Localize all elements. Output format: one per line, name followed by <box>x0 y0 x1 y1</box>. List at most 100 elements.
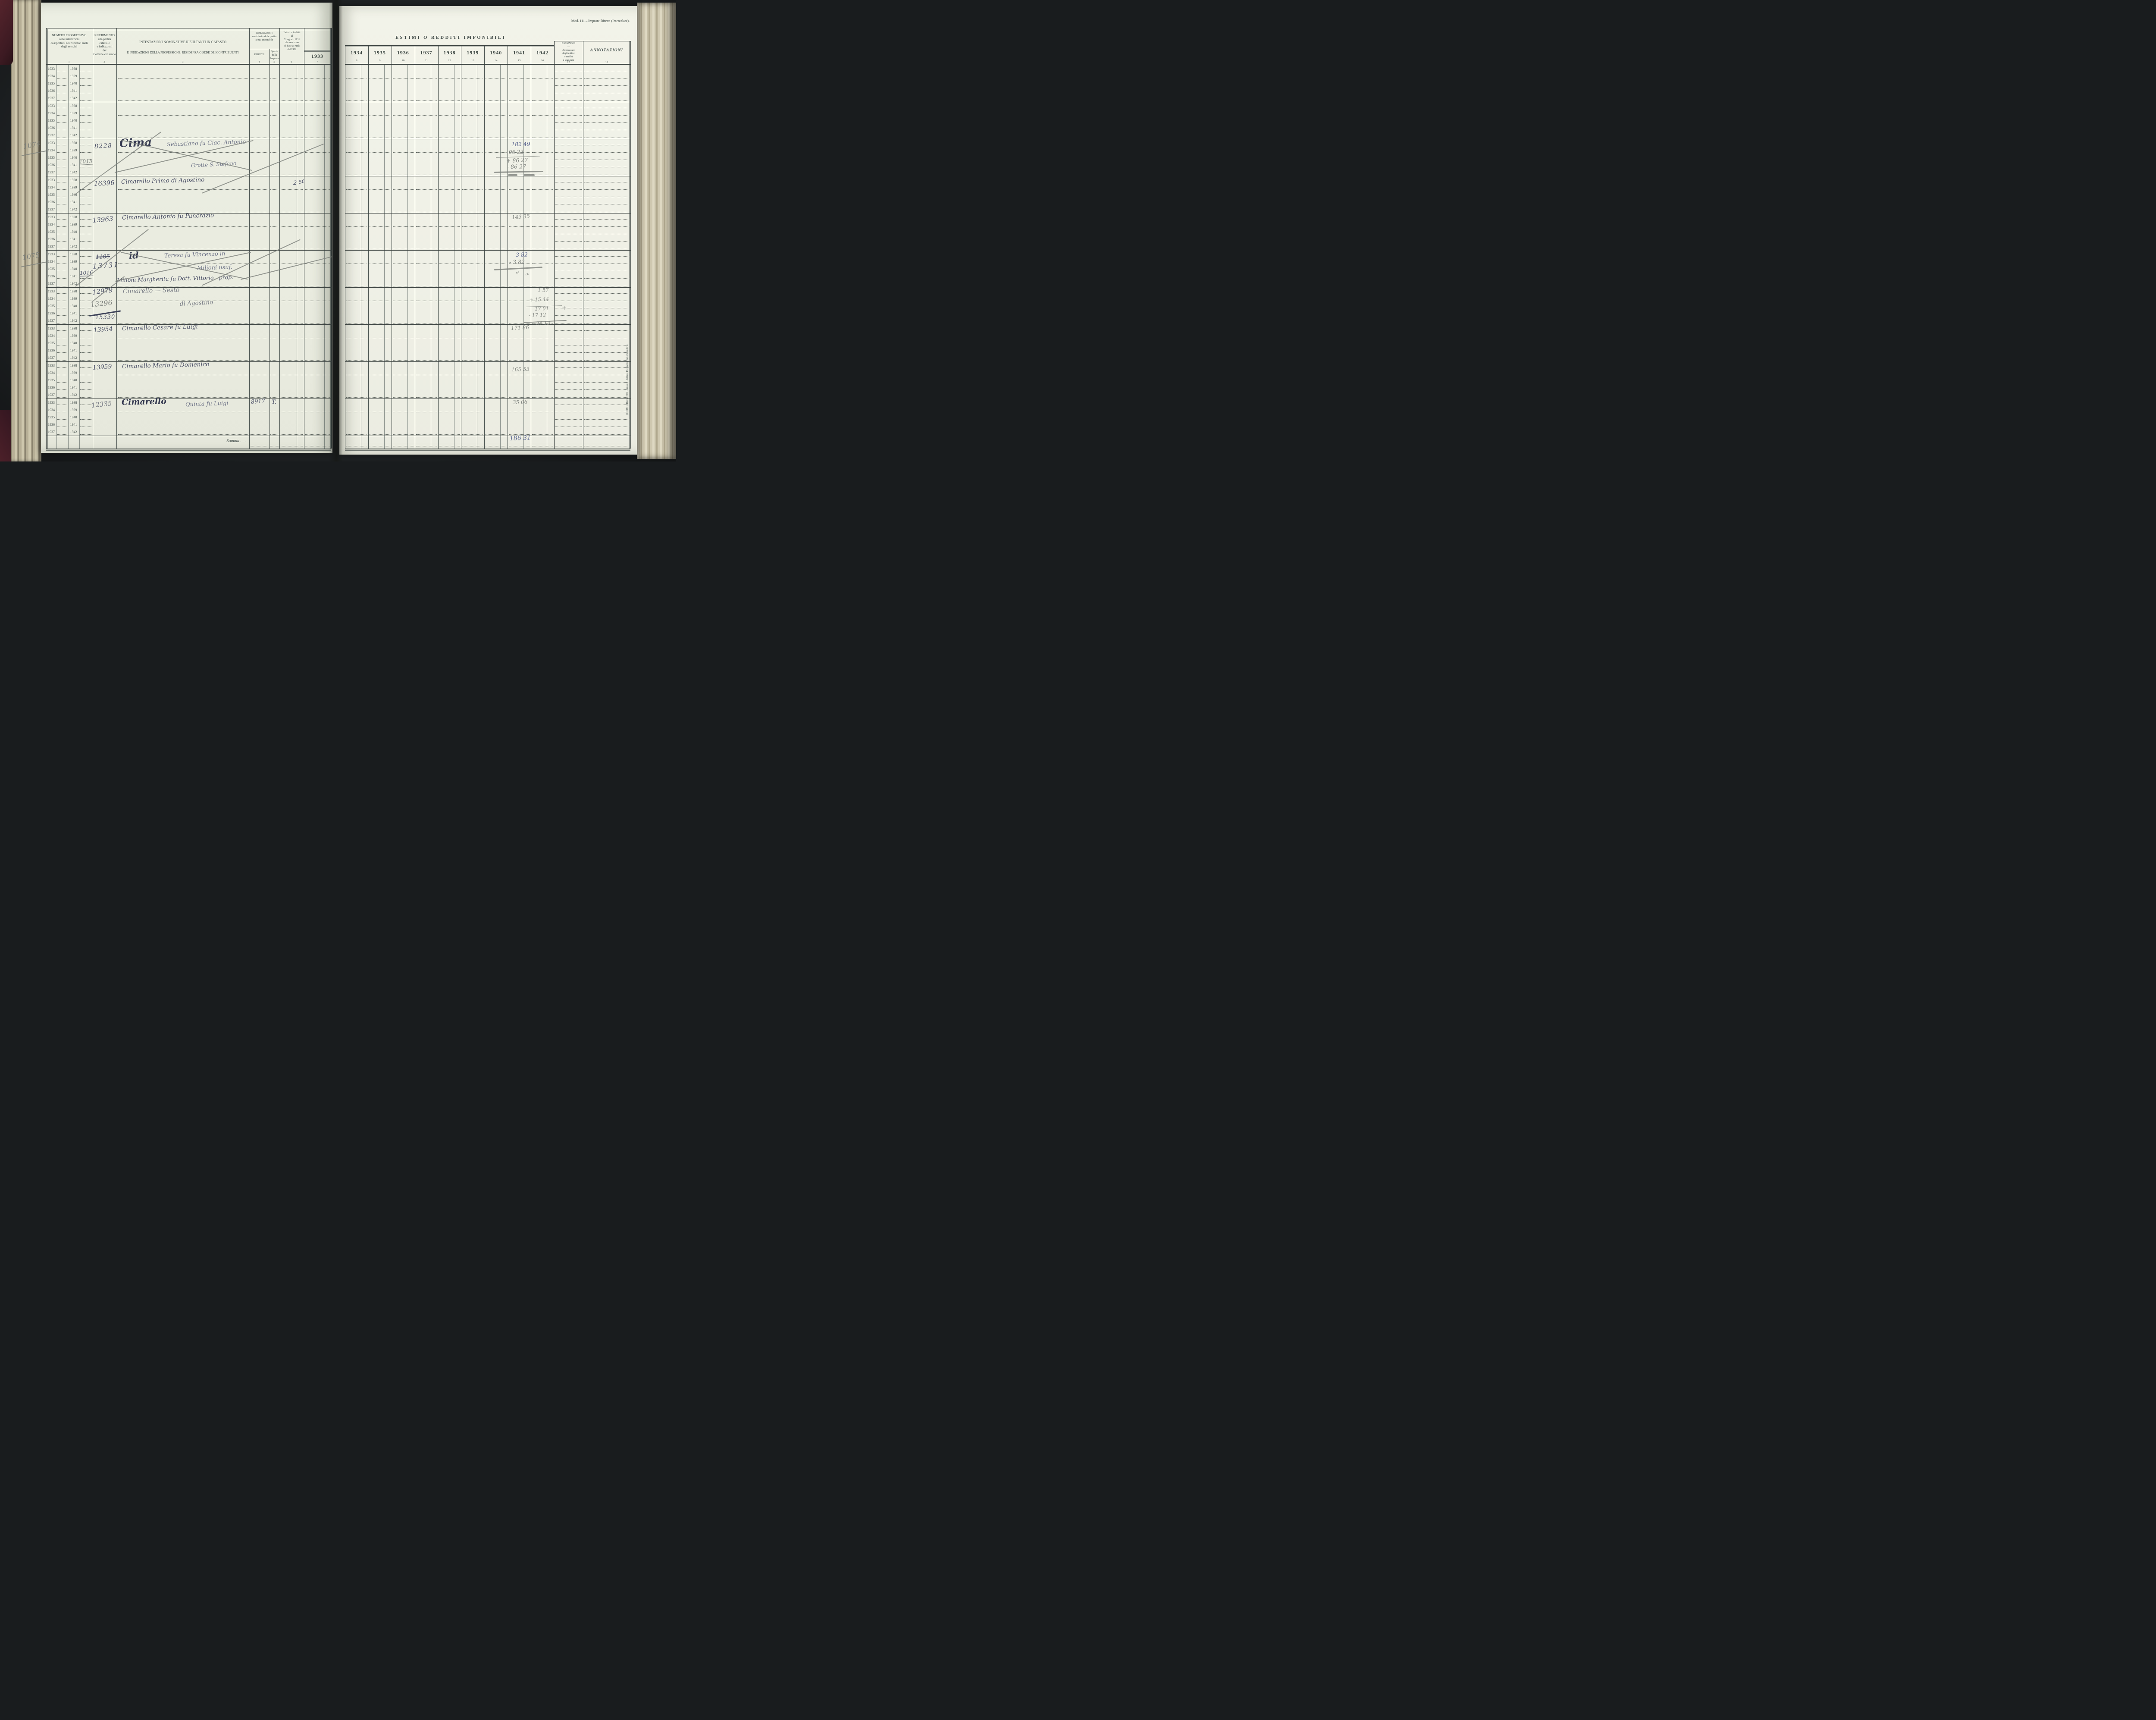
handwriting-note: - 17 12 <box>528 311 546 318</box>
header-annotazioni: ANNOTAZIONI <box>590 48 624 53</box>
dotted-rule-line <box>305 115 330 116</box>
grid-vline <box>47 29 48 449</box>
grid-vline <box>279 28 280 449</box>
dotted-rule-line <box>584 352 629 353</box>
grid-vline <box>324 65 325 449</box>
header-year: 1942 <box>536 50 549 56</box>
handwriting-note: - 3 82 <box>509 258 525 265</box>
header-line: che servirono <box>285 41 299 44</box>
handwriting-note: Cimarello Mario fu Domenico <box>122 361 210 370</box>
dotted-rule-line <box>486 152 507 153</box>
year-pair-right: 1939 <box>70 296 77 301</box>
dotted-rule-line <box>555 85 582 86</box>
dotted-rule-line <box>584 122 629 123</box>
dotted-rule-line <box>270 152 278 153</box>
dotted-rule-line <box>270 434 278 435</box>
dotted-rule-line <box>439 100 460 101</box>
dotted-rule-line <box>80 397 91 398</box>
grid-vline <box>523 65 524 449</box>
dotted-rule-line <box>462 434 483 435</box>
year-pair-left: 1936 <box>48 311 55 316</box>
dotted-rule-line <box>555 389 582 390</box>
dotted-rule-line <box>584 397 629 398</box>
dotted-rule-line <box>281 152 303 153</box>
header-line: di base ai ruoli <box>284 45 300 48</box>
dotted-rule-line <box>439 115 460 116</box>
ledger-page-left <box>41 3 332 453</box>
dotted-rule-line <box>392 434 414 435</box>
header-line: senza imponibile <box>255 38 273 41</box>
cancel-stroke <box>201 239 301 286</box>
grid-vline <box>79 65 80 449</box>
header-numero-progressivo: NUMERO PROGRESSIVO delle intestazioni da r… <box>47 34 92 49</box>
dotted-rule-line <box>57 241 67 242</box>
year-pair-right: 1941 <box>70 311 77 316</box>
dotted-rule-line <box>369 189 390 190</box>
handwriting-note: 13954 <box>93 325 113 334</box>
header-line: Estimi o Redditi <box>283 31 301 34</box>
handwriting-note: + <box>562 305 567 311</box>
dotted-rule-line <box>251 189 268 190</box>
dotted-rule-line <box>439 152 460 153</box>
dotted-rule-line <box>532 226 553 227</box>
header-line: 31 agosto 1931 <box>284 38 300 41</box>
year-pair-right: 1942 <box>70 170 77 175</box>
dotted-rule-line <box>57 85 67 86</box>
dotted-rule-line <box>57 382 67 383</box>
header-line: e indicazioni <box>97 45 113 49</box>
col-number: 7 <box>317 60 318 63</box>
handwriting-note: 8917 <box>251 398 266 405</box>
dotted-rule-line <box>57 397 67 398</box>
dotted-rule-line <box>80 115 91 116</box>
dotted-rule-line <box>462 100 483 101</box>
dotted-rule-line <box>584 389 629 390</box>
header-line: Ammontare <box>562 49 575 52</box>
dotted-rule-line <box>251 115 268 116</box>
dotted-rule-line <box>80 293 91 294</box>
year-pair-right: 1940 <box>70 341 77 345</box>
handwriting-note: di Agostino <box>179 298 213 308</box>
handwriting-note: 13963 <box>92 214 114 224</box>
grid-hline <box>345 287 630 288</box>
year-pair-right: 1940 <box>70 229 77 234</box>
dotted-rule-line <box>486 434 507 435</box>
year-pair-left: 1937 <box>48 245 55 249</box>
dotted-rule-line <box>584 241 629 242</box>
year-pair-right: 1940 <box>70 118 77 122</box>
handwriting-note: = <box>524 271 530 278</box>
dotted-rule-line <box>584 219 629 220</box>
col-number: 3 <box>182 60 184 63</box>
dotted-rule-line <box>532 189 553 190</box>
year-pair-left: 1937 <box>48 170 55 175</box>
handwriting-note: 13959 <box>92 363 112 371</box>
year-pair-left: 1934 <box>48 74 55 78</box>
dotted-rule-line <box>486 115 507 116</box>
year-pair-right: 1942 <box>70 133 77 138</box>
col-number: 15 <box>517 59 521 62</box>
dotted-rule-line <box>369 226 390 227</box>
header-intestazioni-line1: INTESTAZIONI NOMINATIVE RISULTANTI IN CA… <box>139 40 227 44</box>
dotted-rule-line <box>509 226 530 227</box>
year-pair-left: 1934 <box>48 333 55 338</box>
dotted-rule-line <box>392 226 414 227</box>
dotted-rule-line <box>486 189 507 190</box>
right-page-title: ESTIMI O REDDITI IMPONIBILI <box>395 35 506 40</box>
year-pair-right: 1942 <box>70 356 77 360</box>
dotted-rule-line <box>251 434 268 435</box>
dotted-rule-line <box>118 115 248 116</box>
dotted-rule-line <box>80 389 91 390</box>
year-pair-left: 1935 <box>48 81 55 85</box>
dotted-rule-line <box>57 330 67 331</box>
grid-hline <box>46 450 331 451</box>
handwriting-note: = <box>514 269 520 276</box>
dotted-rule-line <box>584 419 629 420</box>
dotted-rule-line <box>305 100 330 101</box>
handwriting-note: T. <box>272 399 276 405</box>
form-model-label: Mod. 111 – Imposte Dirette (Intercalare)… <box>571 19 630 23</box>
year-pair-left: 1936 <box>48 386 55 390</box>
dotted-rule-line <box>281 360 303 361</box>
dotted-rule-line <box>346 189 367 190</box>
book-cover-corner-top-left <box>0 0 13 65</box>
grid-hline <box>46 250 331 251</box>
grid-hline <box>345 250 630 251</box>
